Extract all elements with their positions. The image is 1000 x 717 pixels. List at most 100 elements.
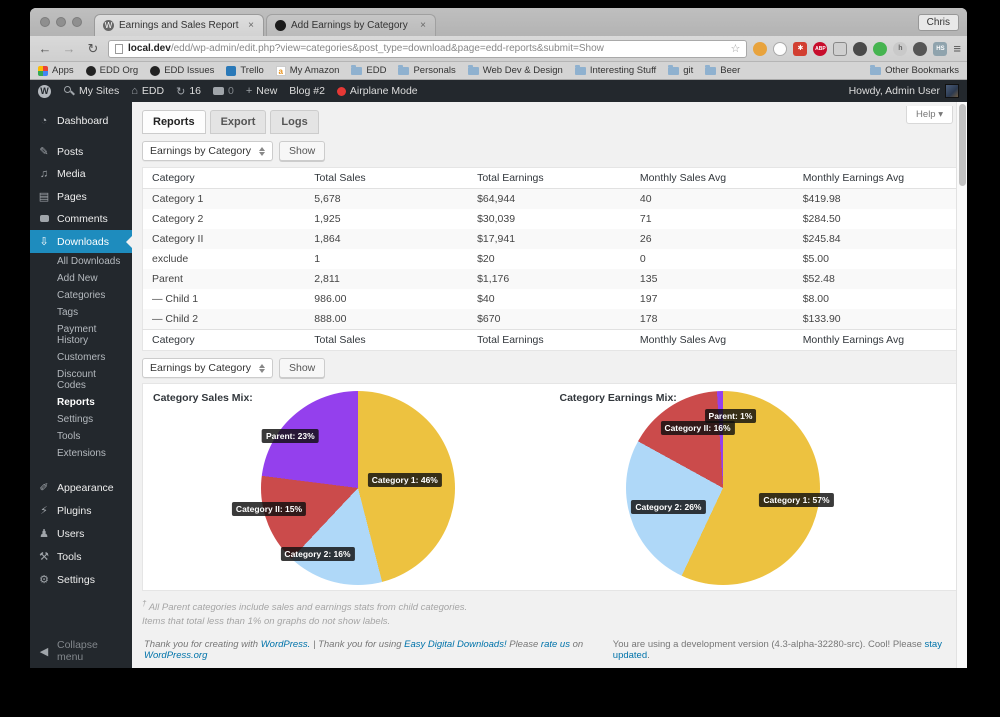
home-icon: ⌂ bbox=[131, 85, 138, 97]
report-type-select[interactable]: Earnings by Category bbox=[142, 358, 273, 378]
browser-tab-inactive[interactable]: Add Earnings by Category × bbox=[266, 14, 436, 36]
tab-reports[interactable]: Reports bbox=[142, 110, 206, 134]
extension-icons: ✱ ABP h HS ≡ bbox=[753, 41, 961, 56]
minimize-window-button[interactable] bbox=[56, 17, 66, 27]
hs-extension-icon[interactable]: HS bbox=[933, 41, 948, 56]
help-button[interactable]: Help ▾ bbox=[906, 106, 953, 124]
pie-slice-label: Category 2: 16% bbox=[280, 546, 355, 561]
wordpress-org-link[interactable]: WordPress.org bbox=[144, 650, 208, 661]
bookmark-folder-beer[interactable]: Beer bbox=[705, 64, 740, 76]
show-button[interactable]: Show bbox=[278, 358, 326, 378]
browser-tab-active[interactable]: W Earnings and Sales Report × bbox=[94, 14, 264, 36]
zoom-window-button[interactable] bbox=[72, 17, 82, 27]
admin-sidebar: ◔ Dashboard ✎ Posts ♫ Media ▤ Pages Comments… bbox=[30, 102, 132, 668]
sidebar-item-users[interactable]: ♟ Users bbox=[39, 527, 85, 541]
address-bar[interactable]: local.dev/edd/wp-admin/edit.php?view=cat… bbox=[108, 39, 748, 58]
cloud-extension-icon[interactable] bbox=[773, 41, 788, 56]
sidebar-sub-settings[interactable]: Settings bbox=[57, 414, 94, 425]
sidebar-sub-categories[interactable]: Categories bbox=[57, 290, 106, 301]
report-type-select[interactable]: Earnings by Category bbox=[142, 141, 273, 161]
page-scrollbar[interactable] bbox=[956, 102, 967, 668]
dashboard-icon: ◔ bbox=[40, 115, 48, 127]
comments-menu[interactable]: 0 bbox=[213, 85, 234, 97]
trello-icon bbox=[226, 65, 237, 76]
sidebar-sub-tags[interactable]: Tags bbox=[57, 307, 79, 318]
cookie-extension-icon[interactable] bbox=[753, 41, 768, 56]
sidebar-sub-add-new[interactable]: Add New bbox=[57, 273, 98, 284]
sidebar-sub-payment-history[interactable]: Payment History bbox=[57, 324, 97, 346]
globe-extension-icon[interactable] bbox=[913, 41, 928, 56]
tab-close-icon[interactable]: × bbox=[248, 20, 254, 31]
sidebar-item-posts[interactable]: ✎ Posts bbox=[39, 145, 84, 159]
sidebar-item-appearance[interactable]: ✐ Appearance bbox=[39, 481, 114, 495]
tab-logs[interactable]: Logs bbox=[270, 110, 319, 134]
bookmark-trello[interactable]: Trello bbox=[226, 65, 264, 76]
bookmark-edd-org[interactable]: EDD Org bbox=[85, 65, 138, 76]
site-name-menu[interactable]: ⌂ EDD bbox=[131, 85, 165, 97]
back-button[interactable]: ← bbox=[38, 41, 52, 56]
sidebar-item-dashboard[interactable]: ◔ Dashboard bbox=[30, 110, 132, 132]
bookmark-apps[interactable]: Apps bbox=[38, 65, 74, 76]
scrollbar-thumb[interactable] bbox=[959, 104, 966, 186]
updates-menu[interactable]: ↻ 16 bbox=[176, 85, 201, 98]
collapse-menu-button[interactable]: ◀ Collapse menu bbox=[39, 639, 98, 663]
sidebar-sub-customers[interactable]: Customers bbox=[57, 352, 106, 363]
category-report-table: Category Total Sales Total Earnings Mont… bbox=[142, 167, 957, 351]
chrome-menu-icon[interactable]: ≡ bbox=[953, 41, 961, 56]
wp-logo-menu[interactable]: W bbox=[38, 84, 51, 98]
sidebar-item-media[interactable]: ♫ Media bbox=[39, 168, 86, 180]
network-key-icon bbox=[63, 85, 75, 97]
sidebar-item-downloads[interactable]: ⇩ Downloads bbox=[30, 230, 132, 253]
pie-slice-label: Category 1: 57% bbox=[759, 492, 834, 507]
my-account-menu[interactable]: Howdy, Admin User bbox=[849, 84, 959, 98]
h-extension-icon[interactable]: h bbox=[893, 41, 908, 56]
bookmark-my-amazon[interactable]: a My Amazon bbox=[275, 65, 339, 76]
cast-extension-icon[interactable] bbox=[833, 41, 848, 56]
forward-button[interactable]: → bbox=[62, 41, 76, 56]
sidebar-item-settings[interactable]: ⚙ Settings bbox=[39, 573, 95, 587]
adblock-extension-icon[interactable]: ABP bbox=[813, 41, 828, 56]
rate-us-link[interactable]: rate us bbox=[540, 639, 570, 650]
other-bookmarks[interactable]: Other Bookmarks bbox=[870, 64, 959, 76]
chrome-profile-button[interactable]: Chris bbox=[917, 14, 959, 31]
sidebar-item-pages[interactable]: ▤ Pages bbox=[38, 190, 87, 204]
chart-title: Category Sales Mix: bbox=[153, 392, 253, 404]
close-window-button[interactable] bbox=[40, 17, 50, 27]
folder-icon bbox=[574, 64, 586, 75]
bookmark-folder-webdev[interactable]: Web Dev & Design bbox=[467, 64, 563, 76]
new-content-menu[interactable]: + New bbox=[245, 85, 278, 97]
window-controls bbox=[40, 17, 82, 27]
my-sites-menu[interactable]: My Sites bbox=[63, 85, 119, 97]
onepassword-extension-icon[interactable]: ✱ bbox=[793, 41, 808, 56]
appearance-icon: ✐ bbox=[39, 482, 49, 494]
tab-close-icon[interactable]: × bbox=[420, 20, 426, 31]
sales-mix-chart: Category Sales Mix: Parent: 23% Category… bbox=[143, 384, 550, 590]
airplane-mode-menu[interactable]: Airplane Mode bbox=[336, 85, 418, 97]
incognito-extension-icon[interactable] bbox=[853, 41, 868, 56]
bookmark-folder-personals[interactable]: Personals bbox=[398, 64, 456, 76]
tab-export[interactable]: Export bbox=[209, 110, 267, 134]
sidebar-sub-tools[interactable]: Tools bbox=[57, 431, 81, 442]
show-button[interactable]: Show bbox=[278, 141, 326, 161]
sidebar-item-plugins[interactable]: ⚡ Plugins bbox=[30, 499, 132, 522]
blog-menu[interactable]: Blog #2 bbox=[289, 85, 325, 97]
sidebar-sub-all-downloads[interactable]: All Downloads bbox=[57, 256, 121, 267]
evernote-extension-icon[interactable] bbox=[873, 41, 888, 56]
table-row: — Child 2 888.00 $670 178 $133.90 bbox=[142, 309, 957, 330]
bookmark-edd-issues[interactable]: EDD Issues bbox=[150, 65, 214, 76]
sidebar-sub-discount-codes[interactable]: Discount Codes bbox=[57, 369, 96, 391]
bookmark-folder-interesting[interactable]: Interesting Stuff bbox=[574, 64, 656, 76]
bookmark-star-icon[interactable]: ☆ bbox=[730, 43, 741, 55]
stay-updated-link[interactable]: stay updated bbox=[612, 639, 942, 661]
reload-button[interactable]: ↻ bbox=[87, 40, 99, 56]
sidebar-item-comments[interactable]: Comments bbox=[30, 208, 132, 230]
sidebar-sub-extensions[interactable]: Extensions bbox=[57, 448, 106, 459]
sidebar-item-tools[interactable]: ⚒ Tools bbox=[39, 550, 82, 564]
sidebar-sub-reports[interactable]: Reports bbox=[57, 397, 95, 408]
edd-link[interactable]: Easy Digital Downloads! bbox=[404, 639, 507, 650]
wordpress-link[interactable]: WordPress. bbox=[260, 639, 311, 650]
comment-bubble-icon bbox=[213, 87, 224, 95]
bookmark-folder-edd[interactable]: EDD bbox=[351, 64, 386, 76]
table-row: — Child 1 986.00 $40 197 $8.00 bbox=[152, 293, 829, 305]
bookmark-folder-git[interactable]: git bbox=[668, 64, 693, 76]
